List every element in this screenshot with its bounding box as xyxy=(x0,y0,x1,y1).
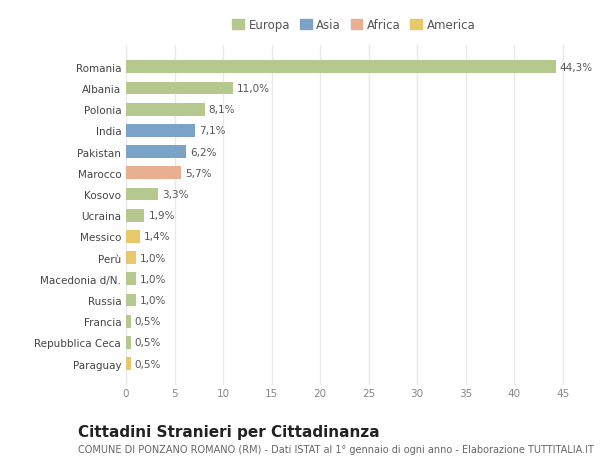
Text: 8,1%: 8,1% xyxy=(208,105,235,115)
Bar xyxy=(126,358,131,370)
Text: 1,0%: 1,0% xyxy=(140,295,166,305)
Text: 7,1%: 7,1% xyxy=(199,126,225,136)
Bar xyxy=(126,252,136,264)
Bar xyxy=(126,125,195,138)
Text: 0,5%: 0,5% xyxy=(135,338,161,347)
Text: 0,5%: 0,5% xyxy=(135,317,161,326)
Text: 5,7%: 5,7% xyxy=(185,168,212,179)
Bar xyxy=(126,104,205,116)
Text: 0,5%: 0,5% xyxy=(135,359,161,369)
Bar xyxy=(126,209,145,222)
Text: 1,4%: 1,4% xyxy=(143,232,170,242)
Bar xyxy=(126,83,233,95)
Bar xyxy=(126,273,136,285)
Text: Cittadini Stranieri per Cittadinanza: Cittadini Stranieri per Cittadinanza xyxy=(78,425,380,440)
Text: 44,3%: 44,3% xyxy=(560,63,593,73)
Bar xyxy=(126,146,186,159)
Text: 11,0%: 11,0% xyxy=(236,84,269,94)
Bar xyxy=(126,336,131,349)
Bar xyxy=(126,167,181,180)
Bar xyxy=(126,315,131,328)
Text: 1,0%: 1,0% xyxy=(140,253,166,263)
Text: 1,9%: 1,9% xyxy=(148,211,175,221)
Text: 3,3%: 3,3% xyxy=(162,190,188,200)
Text: 1,0%: 1,0% xyxy=(140,274,166,284)
Bar xyxy=(126,188,158,201)
Bar xyxy=(126,294,136,307)
Legend: Europa, Asia, Africa, America: Europa, Asia, Africa, America xyxy=(227,14,481,37)
Text: COMUNE DI PONZANO ROMANO (RM) - Dati ISTAT al 1° gennaio di ogni anno - Elaboraz: COMUNE DI PONZANO ROMANO (RM) - Dati IST… xyxy=(78,444,594,454)
Bar xyxy=(126,62,556,74)
Text: 6,2%: 6,2% xyxy=(190,147,217,157)
Bar xyxy=(126,230,140,243)
